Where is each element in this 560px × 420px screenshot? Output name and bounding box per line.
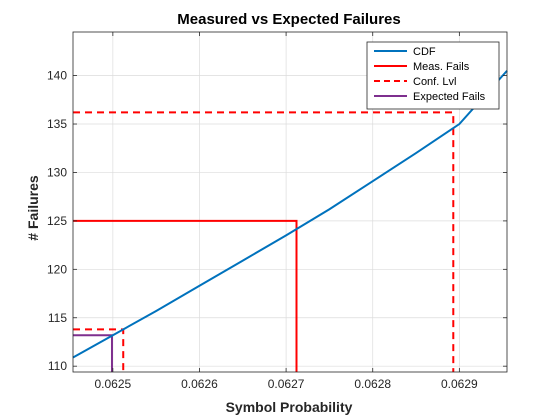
y-axis-title: # Failures [25, 175, 41, 241]
legend-label-cdf: CDF [413, 46, 436, 58]
legend-box [366, 41, 500, 110]
y-tick-label-6: 140 [47, 69, 67, 83]
x-tick-label-2: 0.0627 [268, 377, 305, 391]
series-conf-lvl-line-0 [73, 111, 455, 372]
x-axis-title: Symbol Probability [226, 399, 353, 415]
legend-label-conf-lvl: Conf. Lvl [413, 76, 456, 88]
y-tick-label-1: 115 [48, 311, 67, 325]
x-tick-label-3: 0.0628 [354, 377, 391, 391]
y-tick-label-4: 130 [47, 165, 67, 179]
series-cdf-line [72, 70, 508, 359]
y-tick-label-0: 110 [48, 359, 67, 373]
legend-label-expected-fails: Expected Fails [413, 91, 486, 103]
x-tick-label-4: 0.0629 [441, 377, 478, 391]
y-tick-label-5: 135 [47, 117, 67, 131]
legend-label-meas-fails: Meas. Fails [413, 61, 470, 73]
chart-title: Measured vs Expected Failures [177, 11, 400, 28]
x-tick-label-0: 0.0625 [94, 377, 131, 391]
legend-entries: CDF Meas. Fails Conf. Lvl Expected Fails [374, 46, 486, 103]
y-tick-label-3: 125 [47, 214, 67, 228]
y-tick-label-2: 120 [47, 262, 67, 276]
series-meas-fails-line [73, 219, 298, 372]
x-tick-label-1: 0.0626 [181, 377, 218, 391]
axes-frame [72, 31, 508, 373]
legend: CDF Meas. Fails Conf. Lvl Expected Fails [366, 41, 500, 110]
series-layer [72, 70, 508, 372]
tick-layer: 0.0625 0.0626 0.0627 0.0628 0.0629 110 115 120 1… [47, 32, 507, 391]
